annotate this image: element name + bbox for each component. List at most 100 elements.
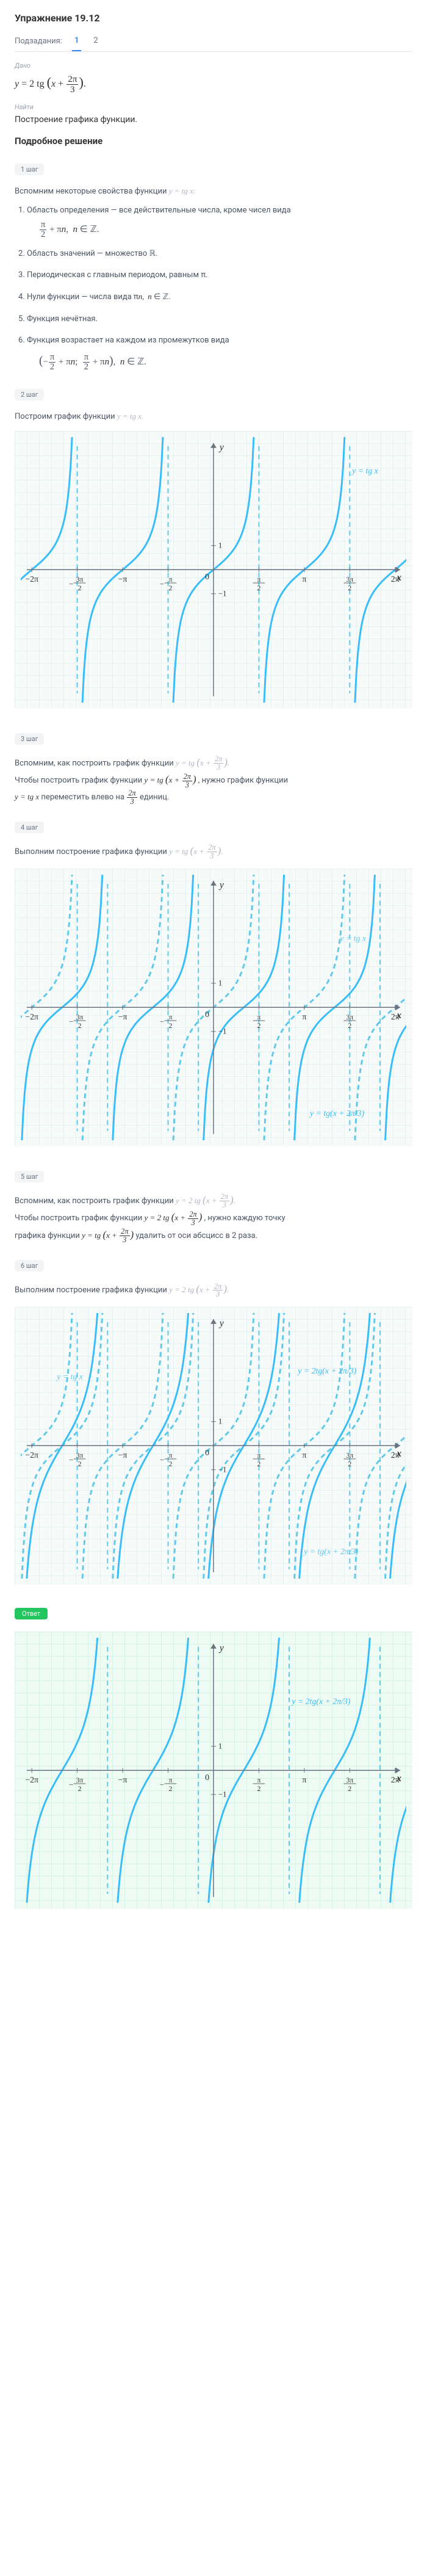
svg-text:−: − xyxy=(160,1456,164,1464)
svg-text:0: 0 xyxy=(205,1448,209,1457)
svg-text:−: − xyxy=(69,1018,73,1026)
svg-text:π: π xyxy=(302,1775,306,1784)
svg-text:−π: −π xyxy=(118,574,127,584)
svg-text:1: 1 xyxy=(218,541,222,550)
svg-text:−: − xyxy=(69,580,73,588)
prop-3: Периодическая с главным периодом, равным… xyxy=(27,268,412,282)
properties-list: Область определения — все действительные… xyxy=(15,203,412,371)
svg-text:0: 0 xyxy=(205,1010,209,1019)
graph-tgx: yx01−1−2π−3π2−π−π2π2π3π22πy = tg x xyxy=(15,431,412,709)
svg-text:2: 2 xyxy=(348,584,351,592)
answer-badge: Ответ xyxy=(15,1608,48,1619)
svg-text:y = tg(x + 2π/3): y = tg(x + 2π/3) xyxy=(309,1109,365,1118)
svg-text:2: 2 xyxy=(348,1021,351,1030)
svg-text:π: π xyxy=(169,1451,173,1460)
prop-6: Функция возрастает на каждом из промежут… xyxy=(27,333,412,371)
svg-text:3π: 3π xyxy=(346,1013,353,1021)
svg-text:y: y xyxy=(218,880,224,891)
step-1-intro: Вспомним некоторые свойства функции y = … xyxy=(15,185,412,198)
step-5-badge: 5 шаг xyxy=(15,1171,44,1182)
step-6-badge: 6 шаг xyxy=(15,1260,44,1272)
step-1-badge: 1 шаг xyxy=(15,164,44,175)
page-title: Упражнение 19.12 xyxy=(15,12,412,24)
svg-text:2: 2 xyxy=(169,584,173,592)
svg-text:2: 2 xyxy=(257,1784,260,1793)
prop-5: Функция нечётная. xyxy=(27,312,412,326)
svg-text:y: y xyxy=(218,1643,224,1654)
graph-answer: yx01−1−2π−3π2−π−π2π2π3π22πy = 2tg(x + 2π… xyxy=(15,1632,412,1909)
svg-text:π: π xyxy=(257,1013,260,1021)
svg-text:1: 1 xyxy=(218,1417,222,1426)
step-2-badge: 2 шаг xyxy=(15,389,44,400)
svg-text:−: − xyxy=(160,1781,164,1789)
svg-text:y = 2tg(x + 2π/3): y = 2tg(x + 2π/3) xyxy=(290,1697,351,1707)
svg-text:−2π: −2π xyxy=(25,1775,38,1784)
svg-text:0: 0 xyxy=(205,1773,209,1782)
svg-text:y = tg x: y = tg x xyxy=(351,466,379,476)
svg-text:2: 2 xyxy=(169,1784,173,1793)
svg-text:π: π xyxy=(302,574,306,584)
svg-text:y = 2tg(x + 2π/3): y = 2tg(x + 2π/3) xyxy=(296,1366,357,1376)
svg-text:2: 2 xyxy=(169,1460,173,1468)
svg-text:−1: −1 xyxy=(218,1027,227,1036)
svg-text:2: 2 xyxy=(78,1021,82,1030)
svg-text:−π: −π xyxy=(118,1775,127,1784)
svg-text:0: 0 xyxy=(205,572,209,581)
svg-text:−: − xyxy=(160,1018,164,1026)
prop-1: Область определения — все действительные… xyxy=(27,203,412,239)
svg-text:3π: 3π xyxy=(346,1451,353,1460)
svg-text:2π: 2π xyxy=(391,1012,400,1021)
svg-text:y: y xyxy=(218,1319,224,1329)
svg-text:π: π xyxy=(257,1776,260,1784)
step-3-text: Вспомним, как построить график функции y… xyxy=(15,754,412,806)
given-label: Дано xyxy=(15,62,412,70)
svg-text:y: y xyxy=(218,443,224,453)
svg-text:2: 2 xyxy=(78,584,82,592)
svg-text:2: 2 xyxy=(257,1021,260,1030)
svg-text:−: − xyxy=(69,1781,73,1789)
svg-text:3π: 3π xyxy=(76,1451,84,1460)
step-2-text: Построим график функции y = tg x. xyxy=(15,410,412,423)
svg-text:−1: −1 xyxy=(218,1466,227,1474)
prop-2: Область значений — множество ℝ. xyxy=(27,247,412,261)
svg-text:π: π xyxy=(257,1451,260,1460)
svg-text:3π: 3π xyxy=(346,575,353,584)
svg-text:π: π xyxy=(169,1013,173,1021)
prop-4: Нули функции — числа вида πn, n ∈ ℤ. xyxy=(27,289,412,304)
svg-text:2: 2 xyxy=(257,584,260,592)
svg-text:π: π xyxy=(302,1450,306,1460)
svg-text:3π: 3π xyxy=(76,1013,84,1021)
graph-shifted: yx01−1−2π−3π2−π−π2π2π3π22πy = tg xy = tg… xyxy=(15,869,412,1146)
svg-text:2: 2 xyxy=(348,1784,351,1793)
find-label: Найти xyxy=(15,103,412,111)
svg-text:−: − xyxy=(69,1456,73,1464)
svg-text:2π: 2π xyxy=(391,1775,400,1784)
tab-1[interactable]: 1 xyxy=(72,31,81,51)
svg-text:π: π xyxy=(302,1012,306,1021)
svg-text:−π: −π xyxy=(118,1450,127,1460)
svg-text:2: 2 xyxy=(78,1784,82,1793)
svg-text:3π: 3π xyxy=(346,1776,353,1784)
svg-text:3π: 3π xyxy=(76,1776,84,1784)
step-4-text: Выполним построение графика функции y = … xyxy=(15,843,412,860)
svg-text:y = tg x: y = tg x xyxy=(339,934,367,943)
svg-text:π: π xyxy=(257,575,260,584)
tab-2[interactable]: 2 xyxy=(91,31,100,51)
svg-text:π: π xyxy=(169,575,173,584)
svg-text:y = tg(x + 2π/3): y = tg(x + 2π/3) xyxy=(303,1547,359,1557)
svg-text:2: 2 xyxy=(348,1460,351,1468)
subtask-label: Подзадания: xyxy=(15,32,62,51)
graph-scaled: yx01−1−2π−3π2−π−π2π2π3π22πy = tg xy = 2t… xyxy=(15,1307,412,1585)
svg-text:2π: 2π xyxy=(391,1450,400,1460)
step-3-badge: 3 шаг xyxy=(15,733,44,745)
given-formula: y = 2 tg (x + 2π3). xyxy=(15,74,412,95)
subtask-tabs: Подзадания: 1 2 xyxy=(15,31,412,52)
svg-text:−2π: −2π xyxy=(25,574,38,584)
svg-text:−1: −1 xyxy=(218,1790,227,1799)
svg-text:−2π: −2π xyxy=(25,1012,38,1021)
svg-text:−1: −1 xyxy=(218,590,227,598)
svg-text:2: 2 xyxy=(78,1460,82,1468)
svg-text:−π: −π xyxy=(118,1012,127,1021)
svg-text:−2π: −2π xyxy=(25,1450,38,1460)
step-5-text: Вспомним, как построить график функции y… xyxy=(15,1192,412,1244)
